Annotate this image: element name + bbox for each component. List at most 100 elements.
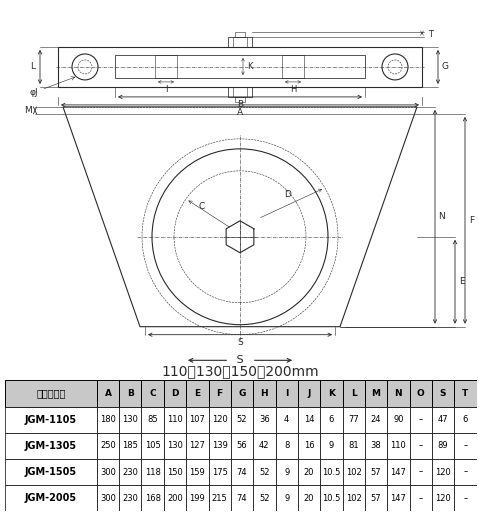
Text: 89: 89 bbox=[438, 442, 448, 450]
Bar bbox=[342, 380, 365, 407]
Text: 147: 147 bbox=[390, 494, 406, 503]
Text: 215: 215 bbox=[212, 494, 228, 503]
Bar bbox=[97, 485, 119, 511]
Bar bbox=[164, 433, 186, 459]
Text: 300: 300 bbox=[100, 494, 116, 503]
Bar bbox=[5, 459, 97, 485]
Text: S: S bbox=[440, 389, 446, 398]
Bar bbox=[298, 433, 320, 459]
Bar bbox=[235, 32, 245, 37]
Bar bbox=[5, 407, 97, 433]
Text: 120: 120 bbox=[435, 468, 451, 476]
Text: 52: 52 bbox=[259, 494, 270, 503]
Text: –: – bbox=[419, 494, 423, 503]
Text: 120: 120 bbox=[212, 415, 228, 424]
Text: –: – bbox=[419, 442, 423, 450]
Bar bbox=[186, 459, 208, 485]
Bar bbox=[275, 459, 298, 485]
Text: –: – bbox=[419, 468, 423, 476]
Text: B: B bbox=[237, 100, 243, 109]
Text: 20: 20 bbox=[304, 494, 314, 503]
Text: 52: 52 bbox=[237, 415, 247, 424]
Text: 56: 56 bbox=[237, 442, 247, 450]
Text: 38: 38 bbox=[371, 442, 381, 450]
Text: T: T bbox=[462, 389, 468, 398]
Bar bbox=[119, 433, 141, 459]
Bar bbox=[186, 407, 208, 433]
Bar bbox=[410, 459, 432, 485]
Text: S: S bbox=[237, 338, 243, 346]
Bar bbox=[208, 380, 231, 407]
Text: 52: 52 bbox=[259, 468, 270, 476]
Text: 57: 57 bbox=[371, 494, 381, 503]
Bar bbox=[320, 407, 342, 433]
Text: 230: 230 bbox=[122, 494, 138, 503]
Bar bbox=[186, 485, 208, 511]
Text: K: K bbox=[328, 389, 335, 398]
Bar bbox=[410, 407, 432, 433]
Text: 130: 130 bbox=[167, 442, 183, 450]
Bar bbox=[275, 485, 298, 511]
Bar bbox=[141, 407, 164, 433]
Text: 200: 200 bbox=[167, 494, 183, 503]
Text: E: E bbox=[459, 277, 465, 286]
Bar bbox=[97, 459, 119, 485]
Text: 4: 4 bbox=[284, 415, 289, 424]
Text: –: – bbox=[463, 468, 468, 476]
Text: H: H bbox=[261, 389, 268, 398]
Text: 10.5: 10.5 bbox=[322, 494, 341, 503]
Bar bbox=[275, 407, 298, 433]
Text: 102: 102 bbox=[346, 468, 362, 476]
Text: –: – bbox=[463, 494, 468, 503]
Bar bbox=[365, 433, 387, 459]
Bar bbox=[387, 459, 410, 485]
Text: 102: 102 bbox=[346, 494, 362, 503]
Text: I: I bbox=[285, 389, 288, 398]
Text: 110・130・150・200mm: 110・130・150・200mm bbox=[161, 364, 319, 378]
Bar bbox=[97, 433, 119, 459]
Bar bbox=[5, 485, 97, 511]
Text: L: L bbox=[31, 62, 35, 71]
Text: O: O bbox=[417, 389, 424, 398]
Text: 85: 85 bbox=[148, 415, 158, 424]
Text: E: E bbox=[194, 389, 200, 398]
Text: JGM-1105: JGM-1105 bbox=[25, 415, 77, 425]
Bar bbox=[342, 485, 365, 511]
Text: JGM-1505: JGM-1505 bbox=[25, 467, 77, 477]
Bar bbox=[208, 433, 231, 459]
Bar bbox=[164, 485, 186, 511]
Bar bbox=[253, 433, 275, 459]
Text: 74: 74 bbox=[237, 494, 247, 503]
Bar bbox=[5, 380, 97, 407]
Bar bbox=[231, 433, 253, 459]
Text: J: J bbox=[308, 389, 311, 398]
Bar bbox=[235, 97, 245, 102]
Bar bbox=[298, 380, 320, 407]
Bar bbox=[164, 459, 186, 485]
Bar bbox=[454, 485, 477, 511]
Text: A: A bbox=[104, 389, 112, 398]
Text: D: D bbox=[285, 190, 291, 199]
Text: N: N bbox=[395, 389, 402, 398]
Bar bbox=[275, 433, 298, 459]
Bar bbox=[141, 485, 164, 511]
Text: A: A bbox=[237, 108, 243, 117]
Bar bbox=[454, 433, 477, 459]
Text: 24: 24 bbox=[371, 415, 381, 424]
Text: φJ: φJ bbox=[30, 77, 75, 97]
Bar bbox=[320, 485, 342, 511]
Text: 185: 185 bbox=[122, 442, 138, 450]
Text: G: G bbox=[442, 62, 448, 71]
Text: F: F bbox=[469, 216, 475, 225]
Text: 118: 118 bbox=[145, 468, 160, 476]
Text: H: H bbox=[290, 85, 296, 94]
Bar bbox=[253, 407, 275, 433]
Text: JGM-1305: JGM-1305 bbox=[25, 441, 77, 451]
Bar bbox=[365, 380, 387, 407]
Bar bbox=[164, 380, 186, 407]
Bar bbox=[231, 485, 253, 511]
Bar bbox=[320, 459, 342, 485]
Bar bbox=[387, 433, 410, 459]
Bar bbox=[186, 380, 208, 407]
Text: 150: 150 bbox=[167, 468, 183, 476]
